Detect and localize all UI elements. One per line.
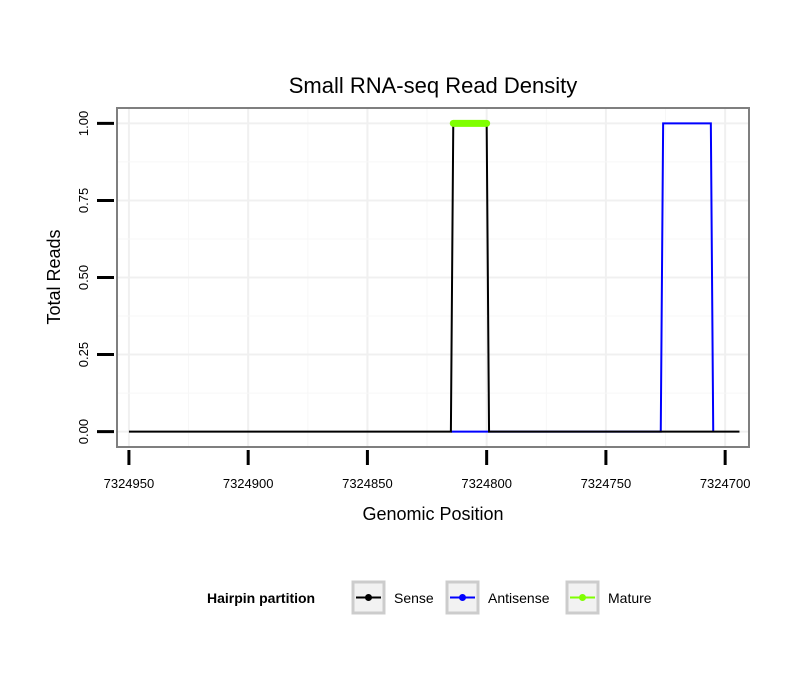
y-tick-label: 0.50 bbox=[76, 265, 91, 290]
x-tick-label: 7324900 bbox=[223, 476, 274, 491]
grid bbox=[117, 108, 749, 447]
series-layer bbox=[128, 119, 740, 433]
x-tick-label: 7324700 bbox=[700, 476, 751, 491]
chart-title: Small RNA-seq Read Density bbox=[289, 73, 578, 98]
legend-key-point bbox=[365, 594, 372, 601]
series-line-antisense bbox=[450, 122, 715, 433]
x-tick-label: 7324800 bbox=[461, 476, 512, 491]
legend: Hairpin partition Sense Antisense Mature bbox=[207, 580, 652, 615]
legend-label-sense: Sense bbox=[394, 590, 434, 606]
legend-key-point bbox=[579, 594, 586, 601]
y-tick-label: 1.00 bbox=[76, 111, 91, 136]
y-tick-label: 0.75 bbox=[76, 188, 91, 213]
legend-key-point bbox=[459, 594, 466, 601]
legend-label-mature: Mature bbox=[608, 590, 652, 606]
y-tick-label: 0.00 bbox=[76, 419, 91, 444]
x-tick-label: 7324750 bbox=[581, 476, 632, 491]
y-axis: 0.00 0.25 0.50 0.75 1.00 bbox=[76, 111, 114, 444]
y-axis-title: Total Reads bbox=[44, 229, 64, 324]
legend-title: Hairpin partition bbox=[207, 590, 315, 606]
legend-label-antisense: Antisense bbox=[488, 590, 550, 606]
x-tick-label: 7324850 bbox=[342, 476, 393, 491]
x-axis: 7324950 7324900 7324850 7324800 7324750 73247… bbox=[104, 450, 751, 491]
x-tick-label: 7324950 bbox=[104, 476, 155, 491]
x-axis-title: Genomic Position bbox=[362, 504, 503, 524]
y-tick-label: 0.25 bbox=[76, 342, 91, 367]
plot-panel bbox=[116, 107, 750, 448]
